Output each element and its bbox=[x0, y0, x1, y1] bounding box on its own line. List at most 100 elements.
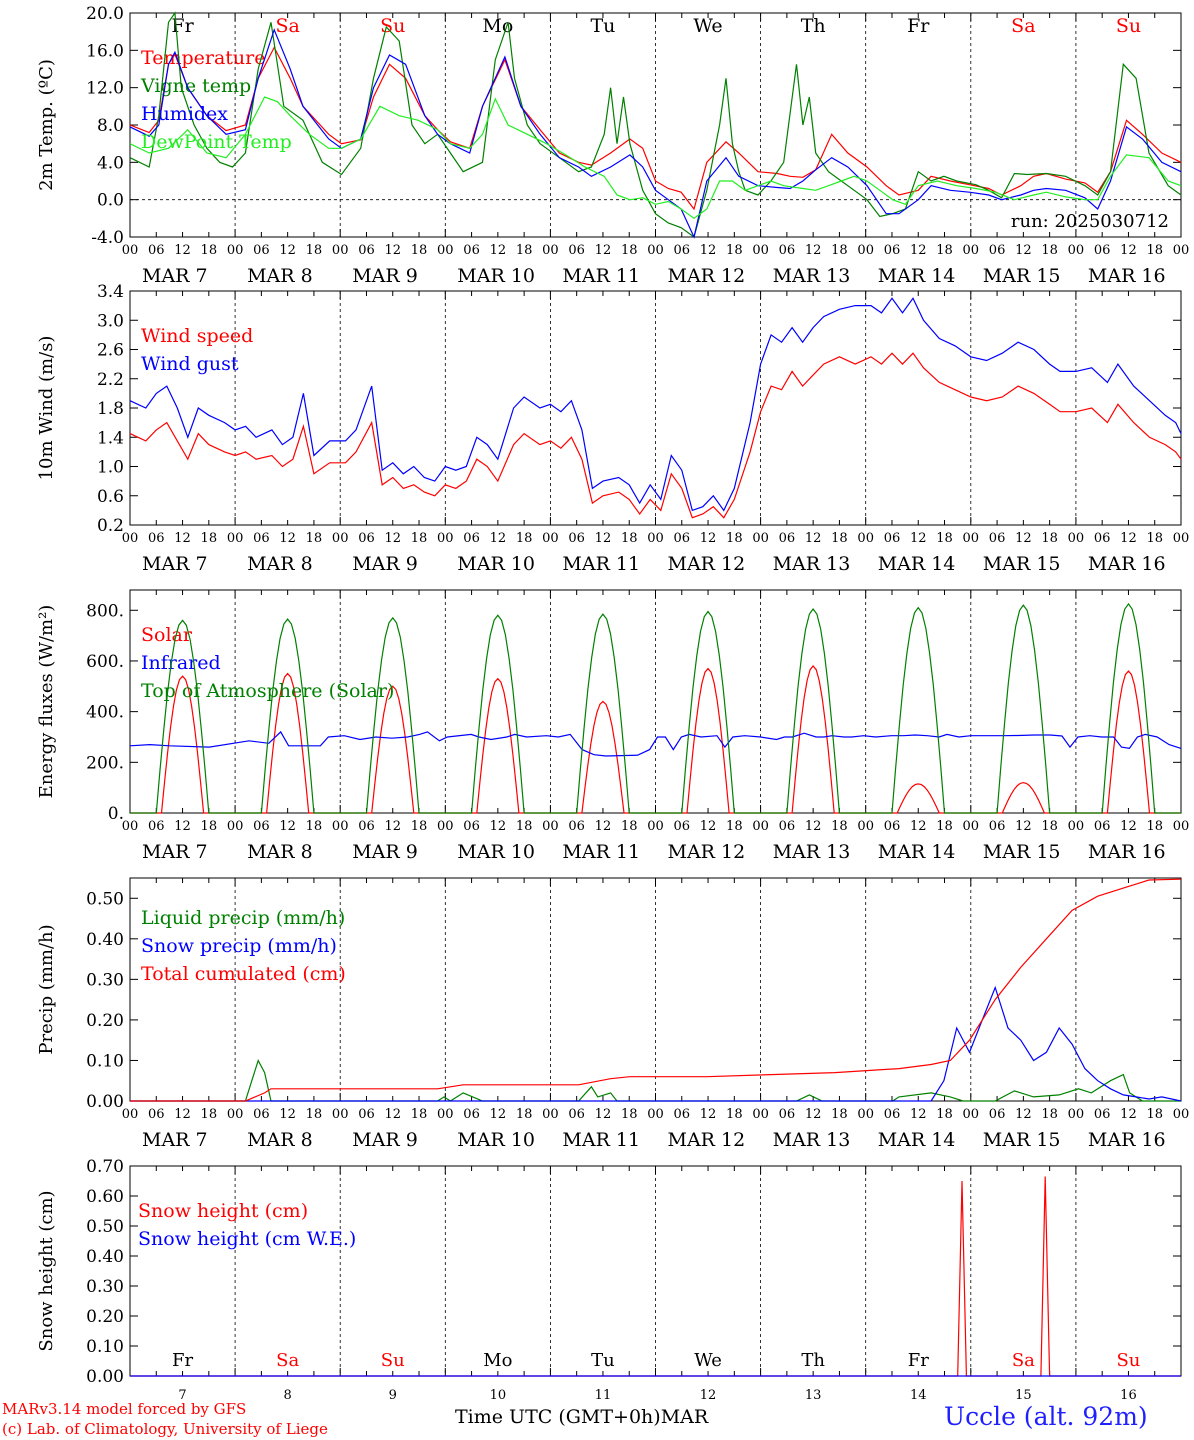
series-line-3 bbox=[130, 878, 1182, 1102]
y-tick-label: 0.70 bbox=[86, 1157, 124, 1177]
x-hour-label: 06 bbox=[463, 531, 480, 546]
x-hour-label: 00 bbox=[752, 243, 769, 258]
x-hour-label: 06 bbox=[674, 819, 691, 834]
x-hour-label: 12 bbox=[174, 819, 191, 834]
x-hour-label: 06 bbox=[148, 1107, 165, 1122]
chart-panel-5: 0.00 0.10 0.20 0.30 0.40 0.50 0.60 0.70 Snow hei… bbox=[36, 1157, 1182, 1403]
x-hour-label: 00 bbox=[752, 819, 769, 834]
station-label: Uccle (alt. 92m) bbox=[944, 1402, 1148, 1431]
x-hour-label: 00 bbox=[1068, 819, 1085, 834]
y-tick-label: 800. bbox=[86, 601, 124, 621]
y-tick-label: 3.0 bbox=[97, 311, 124, 331]
x-hour-label: 06 bbox=[779, 1107, 796, 1122]
x-hour-label: 00 bbox=[857, 243, 874, 258]
x-hour-label: 00 bbox=[437, 819, 454, 834]
x-hour-label: 12 bbox=[490, 243, 507, 258]
x-hour-label: 18 bbox=[1041, 531, 1058, 546]
x-date-label: 10 bbox=[490, 1388, 507, 1403]
y-axis-label: Energy fluxes (W/m²) bbox=[36, 605, 57, 799]
y-tick-label: 0.00 bbox=[86, 1367, 124, 1387]
y-tick-label: 0.2 bbox=[97, 516, 124, 536]
y-tick-label: 0.40 bbox=[86, 1247, 124, 1267]
x-hour-label: 06 bbox=[253, 243, 270, 258]
x-hour-label: 18 bbox=[936, 1107, 953, 1122]
legend-entry: Temperature bbox=[141, 47, 265, 69]
legend-entry: Top of Atmosphere (Solar) bbox=[141, 680, 394, 702]
x-day-label: MAR 9 bbox=[352, 841, 418, 863]
x-date-label: 13 bbox=[805, 1388, 822, 1403]
x-hour-label: 12 bbox=[490, 1107, 507, 1122]
x-hour-label: 06 bbox=[674, 243, 691, 258]
x-hour-label: 18 bbox=[411, 1107, 428, 1122]
x-hour-label: 06 bbox=[568, 243, 585, 258]
x-hour-label: 18 bbox=[516, 531, 533, 546]
x-hour-label: 18 bbox=[621, 243, 638, 258]
x-day-label: MAR 7 bbox=[142, 1129, 208, 1151]
x-hour-label: 00 bbox=[542, 819, 559, 834]
x-day-label: MAR 8 bbox=[247, 553, 313, 575]
x-hour-label: 12 bbox=[1120, 243, 1137, 258]
y-tick-label: 2.2 bbox=[97, 370, 124, 390]
x-hour-label: 18 bbox=[831, 531, 848, 546]
x-hour-label: 06 bbox=[148, 819, 165, 834]
y-tick-label: 16.0 bbox=[86, 41, 124, 61]
x-day-label: MAR 14 bbox=[878, 1129, 956, 1151]
x-day-label: MAR 13 bbox=[773, 265, 851, 287]
x-hour-label: 00 bbox=[542, 1107, 559, 1122]
x-hour-label: 18 bbox=[936, 243, 953, 258]
x-hour-label: 06 bbox=[358, 1107, 375, 1122]
legend-entry: Infrared bbox=[141, 652, 221, 674]
x-day-label: MAR 7 bbox=[142, 553, 208, 575]
x-hour-label: 12 bbox=[595, 531, 612, 546]
x-hour-label: 18 bbox=[621, 1107, 638, 1122]
x-hour-label: 00 bbox=[227, 531, 244, 546]
y-tick-label: 3.4 bbox=[97, 282, 124, 302]
x-hour-label: 00 bbox=[647, 819, 664, 834]
x-hour-label: 18 bbox=[726, 1107, 743, 1122]
x-hour-label: 12 bbox=[174, 243, 191, 258]
x-hour-label: 00 bbox=[752, 531, 769, 546]
x-day-label: MAR 12 bbox=[668, 265, 746, 287]
x-hour-label: 00 bbox=[857, 1107, 874, 1122]
weekday-label: Sa bbox=[1012, 1350, 1035, 1371]
x-hour-label: 06 bbox=[779, 531, 796, 546]
legend-entry: Wind gust bbox=[141, 353, 239, 375]
x-hour-label: 06 bbox=[1094, 1107, 1111, 1122]
weekday-label: We bbox=[693, 15, 722, 37]
x-hour-label: 12 bbox=[384, 819, 401, 834]
weekday-label: Fr bbox=[907, 15, 930, 37]
x-hour-label: 12 bbox=[174, 531, 191, 546]
run-label: run: 2025030712 bbox=[1011, 211, 1169, 232]
plot-frame bbox=[129, 12, 1182, 238]
x-hour-label: 12 bbox=[384, 531, 401, 546]
x-hour-label: 12 bbox=[1120, 819, 1137, 834]
x-hour-label: 00 bbox=[437, 531, 454, 546]
weekday-label: Fr bbox=[172, 1350, 193, 1371]
x-hour-label: 12 bbox=[700, 531, 717, 546]
x-date-label: 7 bbox=[178, 1388, 186, 1403]
series-line-2 bbox=[130, 985, 1182, 1102]
series-line-2 bbox=[129, 730, 1182, 757]
x-hour-label: 12 bbox=[910, 1107, 927, 1122]
y-tick-label: 0.20 bbox=[86, 1307, 124, 1327]
x-hour-label: 18 bbox=[306, 243, 323, 258]
x-hour-label: 00 bbox=[857, 819, 874, 834]
x-hour-label: 18 bbox=[411, 819, 428, 834]
x-hour-label: 12 bbox=[384, 243, 401, 258]
x-day-label: MAR 15 bbox=[983, 265, 1061, 287]
series-line-4 bbox=[129, 96, 1182, 220]
x-day-label: MAR 9 bbox=[352, 553, 418, 575]
y-tick-label: 12.0 bbox=[86, 79, 124, 99]
y-tick-label: 0. bbox=[108, 804, 124, 824]
lab-credit: (c) Lab. of Climatology, University of L… bbox=[2, 1420, 328, 1438]
x-hour-label: 12 bbox=[1015, 819, 1032, 834]
y-tick-label: 1.8 bbox=[97, 399, 124, 419]
x-hour-label: 06 bbox=[884, 531, 901, 546]
y-tick-label: -4.0 bbox=[91, 228, 124, 248]
x-hour-label: 00 bbox=[332, 243, 349, 258]
x-hour-label: 12 bbox=[1015, 1107, 1032, 1122]
model-credit: MARv3.14 model forced by GFS bbox=[2, 1400, 247, 1418]
legend-entry: Total cumulated (cm) bbox=[141, 963, 346, 985]
x-hour-label: 06 bbox=[779, 243, 796, 258]
x-hour-label: 00 bbox=[122, 243, 139, 258]
